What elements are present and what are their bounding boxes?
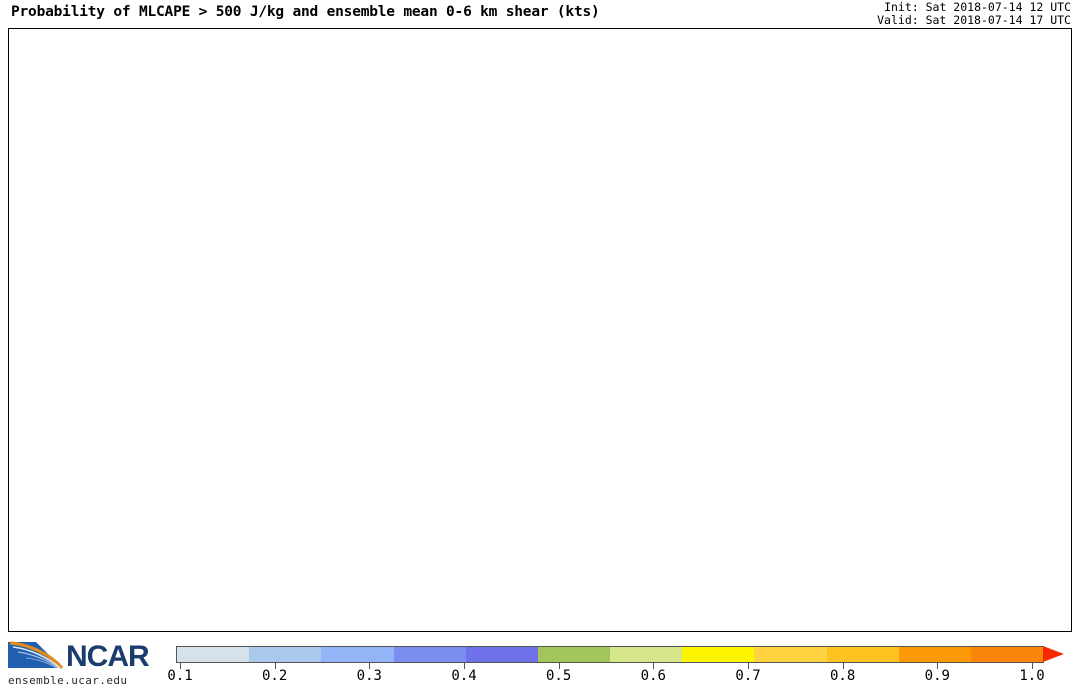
colorbar-tick-label: 0.8	[830, 668, 856, 684]
probability-heatmap-layer	[9, 29, 1071, 631]
valid-time: Valid: Sat 2018-07-14 17 UTC	[877, 13, 1071, 27]
colorbar-tick	[464, 663, 465, 669]
colorbar-segment	[826, 647, 899, 662]
colorbar-tick-label: 0.1	[167, 668, 193, 684]
colorbar-tick-label: 0.2	[262, 668, 288, 684]
forecast-timestamps: Init: Sat 2018-07-14 12 UTC Valid: Sat 2…	[877, 1, 1071, 27]
colorbar-tick	[842, 663, 844, 669]
colorbar-tick	[653, 663, 655, 669]
colorbar-segment	[970, 647, 1044, 662]
colorbar-segment	[249, 647, 322, 662]
colorbar-tick-label: 0.9	[924, 668, 950, 684]
map-panel[interactable]	[8, 28, 1072, 632]
colorbar-tick	[748, 663, 749, 669]
colorbar-tick	[937, 663, 939, 669]
page-title: Probability of MLCAPE > 500 J/kg and ens…	[11, 4, 600, 20]
colorbar-tick	[558, 663, 560, 669]
footer-bar: NCAR ensemble.ucar.edu 0.1 0.2 0.3 0.4 0.5 0.…	[0, 634, 1080, 693]
colorbar-tick-label: 0.6	[640, 668, 666, 684]
colorbar-tick-label: 0.7	[735, 668, 761, 684]
colorbar-segment	[393, 647, 466, 662]
colorbar-tick-label: 1.0	[1019, 668, 1045, 684]
colorbar-tick	[1032, 663, 1033, 669]
colorbar-segment	[754, 647, 827, 662]
colorbar-tick	[369, 663, 371, 669]
colorbar-tick-label: 0.5	[546, 668, 572, 684]
colorbar-segment	[898, 647, 971, 662]
colorbar-extend-arrow-icon	[1043, 646, 1064, 662]
ncar-wordmark: NCAR	[66, 640, 150, 673]
colorbar-segment	[321, 647, 394, 662]
colorbar-tick-label: 0.4	[451, 668, 477, 684]
colorbar-tick	[274, 663, 276, 669]
colorbar-tick-labels: 0.1 0.2 0.3 0.4 0.5 0.6 0.7 0.8 0.9 1.0	[167, 668, 1045, 688]
header-bar: Probability of MLCAPE > 500 J/kg and ens…	[0, 0, 1080, 28]
ncar-logo-mark-icon	[8, 641, 64, 670]
colorbar-segment	[610, 647, 683, 662]
ncar-url-label: ensemble.ucar.edu	[8, 674, 128, 687]
colorbar[interactable]: 0.1 0.2 0.3 0.4 0.5 0.6 0.7 0.8 0.9 1.0	[167, 646, 1066, 690]
colorbar-ticks	[176, 663, 1044, 669]
colorbar-segment	[177, 647, 250, 662]
colorbar-gradient	[176, 646, 1044, 663]
colorbar-segment	[537, 647, 611, 662]
colorbar-segment	[465, 647, 538, 662]
init-time: Init: Sat 2018-07-14 12 UTC	[884, 0, 1071, 14]
colorbar-segment	[682, 647, 755, 662]
ncar-logo[interactable]: NCAR ensemble.ucar.edu	[6, 636, 166, 691]
colorbar-tick-label: 0.3	[356, 668, 382, 684]
colorbar-tick	[180, 663, 181, 669]
